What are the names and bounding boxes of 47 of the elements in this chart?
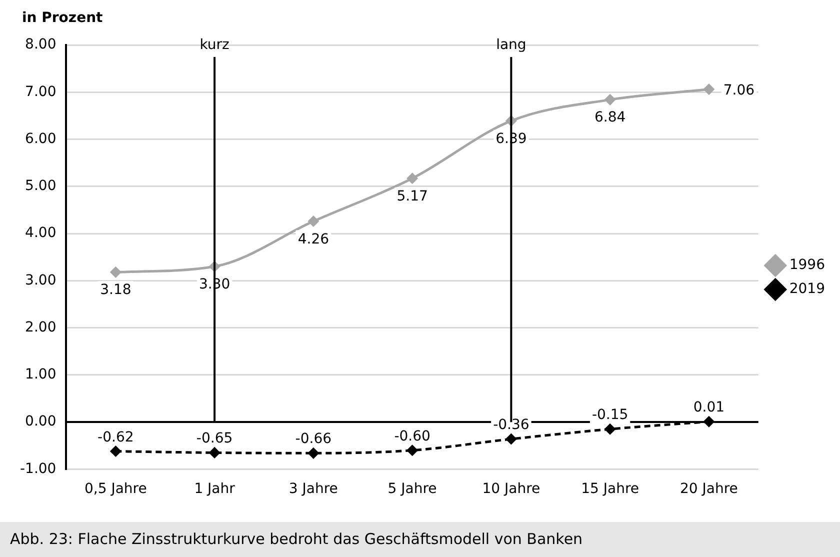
y-axis-title: in Prozent bbox=[22, 10, 103, 26]
point bbox=[506, 434, 516, 444]
x-tick-label: 15 Jahre bbox=[581, 481, 640, 498]
y-tick-label: 6.00 bbox=[25, 130, 56, 147]
point bbox=[110, 266, 121, 278]
point bbox=[407, 445, 418, 456]
y-tick-label: 3.00 bbox=[25, 272, 56, 288]
x-tick-label: 10 Jahre bbox=[482, 481, 540, 498]
y-tick-label: 2.00 bbox=[25, 319, 56, 336]
point bbox=[110, 446, 121, 457]
data-label: -0.15 bbox=[592, 407, 628, 424]
point bbox=[308, 448, 319, 458]
y-tick-label: -1.00 bbox=[20, 460, 56, 477]
ref-line-label: kurz bbox=[200, 37, 230, 53]
ref-line-label: lang bbox=[496, 37, 526, 53]
data-label: 5.17 bbox=[396, 188, 428, 204]
y-tick-label: 5.00 bbox=[25, 178, 56, 194]
y-tick-label: 0.00 bbox=[25, 414, 56, 430]
x-tick-label: 1 Jahr bbox=[194, 481, 236, 498]
caption: Abb. 23: Flache Zinsstrukturkurve bedroht das Geschäftsmodell von Banken bbox=[0, 522, 840, 557]
data-label: -0.66 bbox=[295, 431, 332, 448]
y-tick-label: 7.00 bbox=[25, 84, 56, 100]
point bbox=[209, 447, 220, 458]
point bbox=[308, 216, 319, 227]
x-tick-label: 0,5 Jahre bbox=[84, 481, 147, 498]
point bbox=[407, 173, 418, 184]
data-label: -0.62 bbox=[98, 429, 134, 446]
data-label: -0.65 bbox=[196, 430, 233, 447]
x-tick-label: 20 Jahre bbox=[680, 481, 738, 498]
data-label: 3.18 bbox=[100, 282, 132, 298]
data-label: 0.01 bbox=[693, 400, 725, 416]
data-label: -0.60 bbox=[394, 428, 430, 444]
point bbox=[704, 84, 714, 95]
y-tick-label: 8.00 bbox=[25, 36, 56, 53]
y-tick-label: 4.00 bbox=[25, 225, 56, 242]
y-tick-label: 1.00 bbox=[25, 366, 56, 383]
data-label: 7.06 bbox=[723, 82, 755, 98]
data-label: 6.84 bbox=[594, 110, 626, 126]
x-tick-label: 5 Jahre bbox=[388, 481, 437, 498]
legend-label: 2019 bbox=[789, 281, 826, 298]
data-label: 4.26 bbox=[298, 231, 330, 248]
x-tick-label: 3 Jahre bbox=[288, 481, 338, 498]
point bbox=[604, 94, 616, 105]
data-label: -0.36 bbox=[493, 417, 530, 434]
legend-label: 1996 bbox=[789, 257, 826, 274]
point bbox=[704, 416, 714, 427]
point bbox=[604, 424, 616, 434]
